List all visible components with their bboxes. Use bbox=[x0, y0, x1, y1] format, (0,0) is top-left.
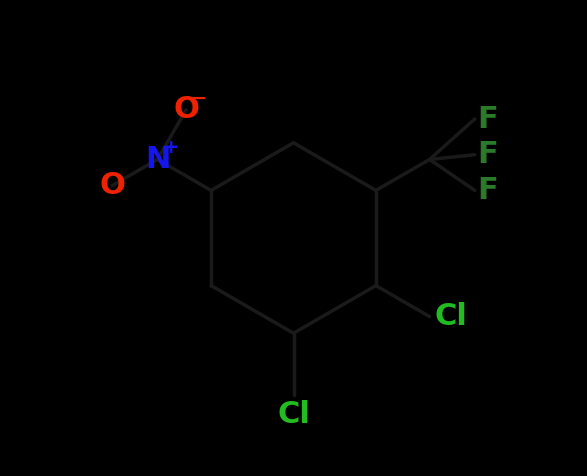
Text: N: N bbox=[145, 145, 170, 174]
Text: −: − bbox=[191, 89, 208, 108]
Text: +: + bbox=[163, 138, 179, 157]
Text: Cl: Cl bbox=[434, 302, 467, 331]
Text: Cl: Cl bbox=[277, 400, 310, 429]
Text: O: O bbox=[173, 96, 199, 125]
Text: F: F bbox=[477, 105, 498, 133]
Text: F: F bbox=[477, 140, 498, 169]
Text: F: F bbox=[477, 176, 498, 205]
Text: O: O bbox=[99, 171, 125, 200]
